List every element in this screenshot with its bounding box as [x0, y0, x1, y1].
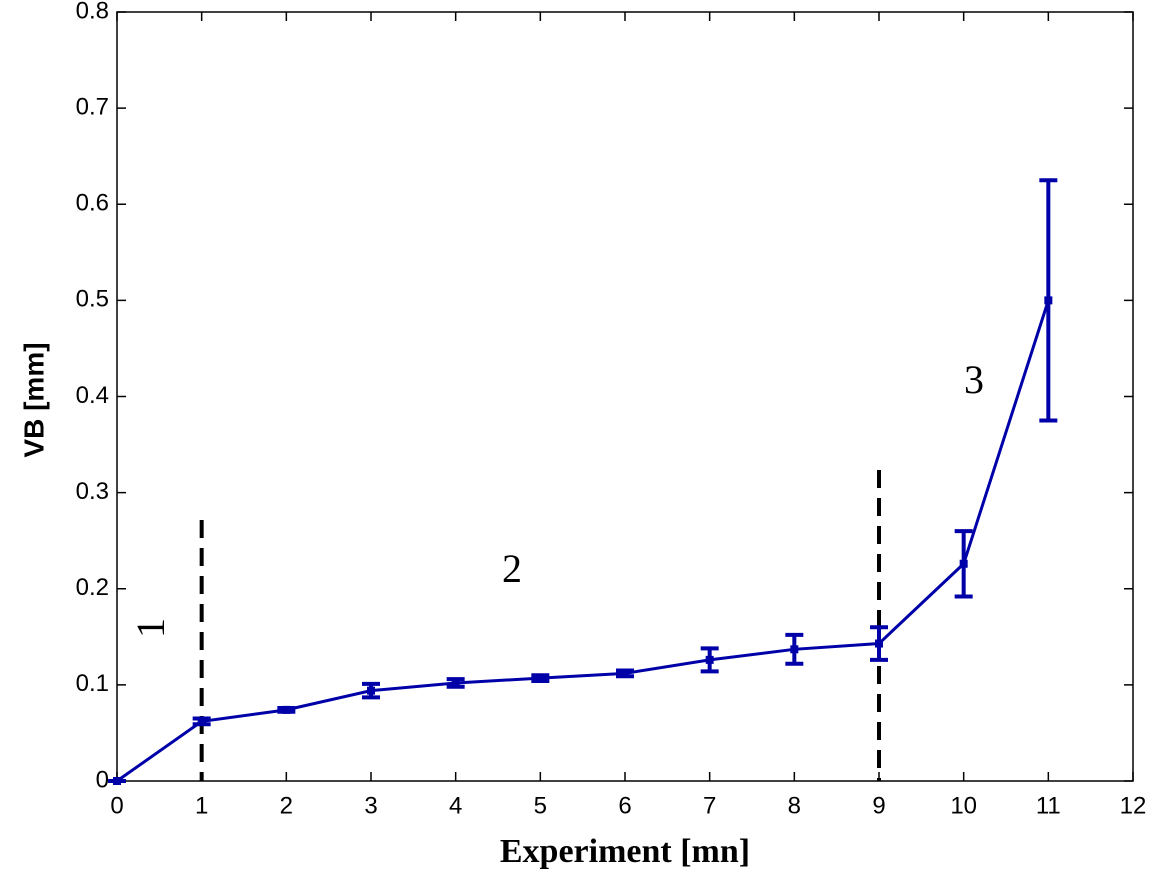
x-tick-label: 12	[1120, 792, 1147, 819]
x-tick-label: 3	[364, 792, 377, 819]
point-marker	[875, 639, 883, 648]
x-tick-label: 6	[618, 792, 631, 819]
y-tick-label: 0.1	[76, 670, 109, 697]
x-tick-label: 8	[788, 792, 801, 819]
y-tick-label: 0	[96, 766, 109, 793]
x-tick-label: 11	[1036, 792, 1061, 819]
phase-label: 1	[128, 618, 173, 638]
phase-label: 2	[502, 546, 522, 591]
x-axis-label: Experiment [mn]	[500, 833, 750, 870]
point-marker	[451, 678, 460, 687]
point-marker	[536, 674, 545, 683]
x-tick-label: 7	[703, 792, 716, 819]
y-tick-label: 0.4	[76, 382, 109, 409]
x-tick-label: 0	[110, 792, 123, 819]
point-marker	[197, 717, 206, 726]
x-tick-label: 10	[950, 792, 977, 819]
point-marker	[1044, 296, 1053, 305]
y-tick-label: 0.3	[76, 478, 109, 505]
x-tick-label: 1	[195, 792, 208, 819]
y-axis-label: VB [mm]	[18, 342, 49, 457]
y-tick-label: 0.6	[76, 190, 109, 217]
series-line	[116, 299, 1050, 783]
point-marker	[113, 777, 121, 785]
y-tick-label: 0.7	[76, 93, 109, 120]
phase-label: 3	[964, 357, 984, 402]
y-tick-label: 0.5	[76, 286, 109, 313]
x-tick-label: 9	[872, 792, 885, 819]
x-tick-label: 5	[534, 792, 547, 819]
point-marker	[705, 655, 714, 664]
point-marker	[959, 559, 968, 568]
point-marker	[367, 686, 375, 695]
point-marker	[790, 645, 799, 654]
x-tick-label: 4	[449, 792, 462, 819]
point-marker	[621, 669, 629, 678]
y-tick-label: 0.2	[76, 574, 109, 601]
x-tick-label: 2	[280, 792, 293, 819]
point-marker	[282, 705, 291, 714]
y-tick-label: 0.8	[76, 0, 109, 24]
